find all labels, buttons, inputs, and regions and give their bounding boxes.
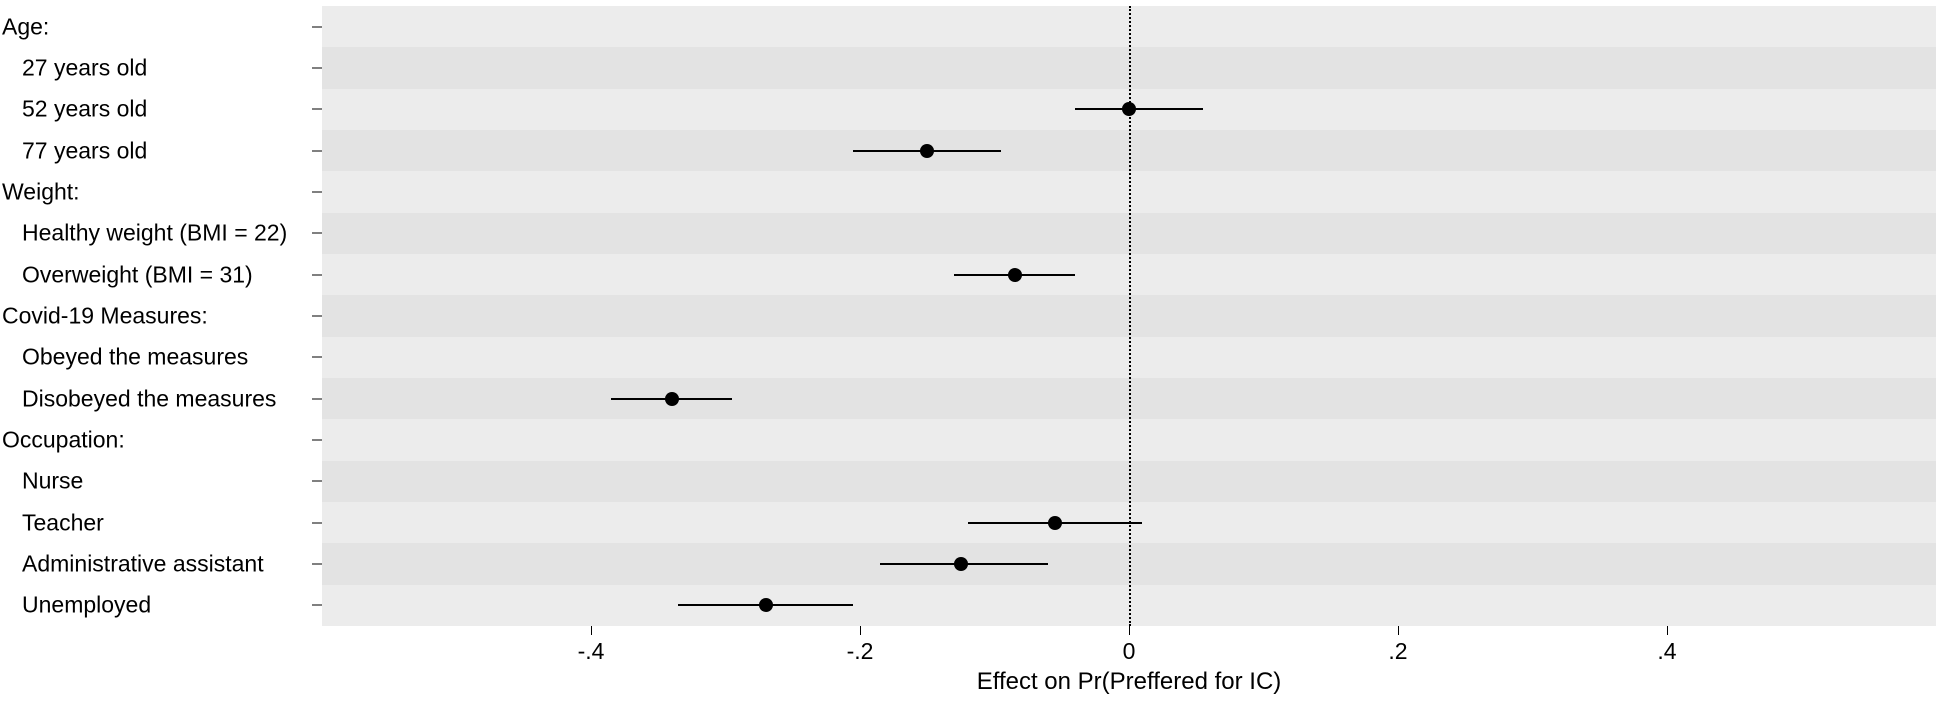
y-axis-label: Overweight (BMI = 31): [22, 261, 322, 288]
y-axis-label: Age:: [2, 13, 322, 40]
x-tick: [1398, 626, 1399, 635]
point-estimate: [920, 144, 934, 158]
x-tick-label: .4: [1657, 638, 1676, 665]
x-tick-label: 0: [1123, 638, 1136, 665]
reference-line: [1129, 6, 1131, 626]
point-estimate: [1008, 268, 1022, 282]
y-axis-label: 52 years old: [22, 96, 322, 123]
y-axis-label: Disobeyed the measures: [22, 385, 322, 412]
forest-plot: Age: 27 years old 52 years old 77 years old…: [0, 0, 1946, 708]
point-estimate: [759, 598, 773, 612]
y-axis-label: 77 years old: [22, 137, 322, 164]
x-tick-label: .2: [1388, 638, 1407, 665]
x-axis-title: Effect on Pr(Preffered for IC): [977, 668, 1282, 696]
x-tick-label: -.4: [578, 638, 605, 665]
point-estimate: [1122, 102, 1136, 116]
ci-whisker: [1075, 108, 1203, 110]
y-axis-label: Weight:: [2, 179, 322, 206]
point-estimate: [1048, 516, 1062, 530]
y-axis-label: Unemployed: [22, 592, 322, 619]
x-tick-label: -.2: [847, 638, 874, 665]
x-tick: [860, 626, 861, 635]
plot-area: Age:27 years old52 years old77 years old…: [322, 6, 1936, 626]
y-axis-label: Covid-19 Measures:: [2, 303, 322, 330]
y-axis-label: Obeyed the measures: [22, 344, 322, 371]
x-tick: [1129, 626, 1130, 635]
x-tick: [591, 626, 592, 635]
x-tick: [1667, 626, 1668, 635]
y-axis-label: Healthy weight (BMI = 22): [22, 220, 322, 247]
point-estimate: [954, 557, 968, 571]
y-axis-label: 27 years old: [22, 55, 322, 82]
y-axis-label: Occupation:: [2, 427, 322, 454]
y-axis-label: Nurse: [22, 468, 322, 495]
y-axis-label: Teacher: [22, 509, 322, 536]
point-estimate: [665, 392, 679, 406]
y-axis-label: Administrative assistant: [22, 551, 322, 578]
